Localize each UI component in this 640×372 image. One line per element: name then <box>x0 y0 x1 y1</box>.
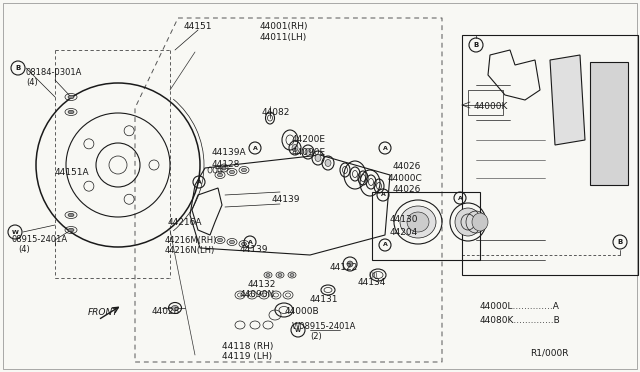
Ellipse shape <box>230 240 234 244</box>
Text: 44216M(RH): 44216M(RH) <box>165 236 218 245</box>
Ellipse shape <box>278 273 282 276</box>
Ellipse shape <box>241 168 246 172</box>
Text: W08915-2401A: W08915-2401A <box>292 322 356 331</box>
Text: B: B <box>474 42 479 48</box>
Text: 44216N(LH): 44216N(LH) <box>165 246 215 255</box>
Text: (2): (2) <box>310 332 322 341</box>
Text: 08915-2401A: 08915-2401A <box>12 235 68 244</box>
Ellipse shape <box>68 213 74 217</box>
Polygon shape <box>590 62 628 185</box>
Text: 44090N: 44090N <box>240 290 275 299</box>
Ellipse shape <box>407 212 429 232</box>
Ellipse shape <box>218 238 223 242</box>
Ellipse shape <box>218 173 223 177</box>
Text: 44090E: 44090E <box>292 148 326 157</box>
Text: 44001(RH): 44001(RH) <box>260 22 308 31</box>
Ellipse shape <box>472 213 488 231</box>
Text: 44139: 44139 <box>240 245 269 254</box>
Bar <box>462 35 638 275</box>
Text: 44011(LH): 44011(LH) <box>260 33 307 42</box>
Text: 44130: 44130 <box>390 215 419 224</box>
Text: A: A <box>253 145 257 151</box>
Text: 44000B: 44000B <box>285 307 319 316</box>
Ellipse shape <box>68 95 74 99</box>
Text: (4): (4) <box>26 78 38 87</box>
Text: (4): (4) <box>18 245 29 254</box>
Text: A: A <box>381 192 385 198</box>
Ellipse shape <box>290 273 294 276</box>
Ellipse shape <box>400 206 436 238</box>
Text: 44132: 44132 <box>248 280 276 289</box>
Text: A: A <box>383 145 387 151</box>
Text: 44151: 44151 <box>184 22 212 31</box>
Text: A: A <box>383 243 387 247</box>
Polygon shape <box>550 55 585 145</box>
Text: 44026: 44026 <box>393 162 421 171</box>
Text: 44028: 44028 <box>152 307 180 316</box>
Text: 44216A: 44216A <box>168 218 202 227</box>
Ellipse shape <box>222 166 226 170</box>
Text: 44151A: 44151A <box>55 168 90 177</box>
Ellipse shape <box>230 170 234 174</box>
Ellipse shape <box>325 160 331 167</box>
Text: W: W <box>12 230 19 234</box>
Bar <box>468 90 503 115</box>
Ellipse shape <box>68 110 74 114</box>
Text: 44082: 44082 <box>262 108 291 117</box>
Text: 44134: 44134 <box>358 278 387 287</box>
Text: 44128: 44128 <box>212 160 241 169</box>
Bar <box>372 192 480 260</box>
Text: W: W <box>295 327 301 333</box>
Ellipse shape <box>172 305 179 311</box>
Text: A: A <box>196 180 202 185</box>
Ellipse shape <box>68 228 74 232</box>
Ellipse shape <box>305 148 311 155</box>
Circle shape <box>347 261 353 267</box>
Text: A: A <box>248 240 252 244</box>
Text: 44139A: 44139A <box>212 148 246 157</box>
Ellipse shape <box>315 154 321 161</box>
Text: 44118 (RH): 44118 (RH) <box>222 342 273 351</box>
Text: 44000K: 44000K <box>474 102 508 111</box>
Text: 44026: 44026 <box>393 185 421 194</box>
Text: FRONT: FRONT <box>88 308 119 317</box>
Ellipse shape <box>455 208 481 236</box>
Text: 44204: 44204 <box>390 228 419 237</box>
Text: 44131: 44131 <box>310 295 339 304</box>
Text: 44200E: 44200E <box>292 135 326 144</box>
Text: 44000C: 44000C <box>388 174 423 183</box>
Text: 44139: 44139 <box>272 195 301 204</box>
Text: B: B <box>618 239 623 245</box>
Text: 44119 (LH): 44119 (LH) <box>222 352 272 361</box>
Text: 08184-0301A: 08184-0301A <box>26 68 83 77</box>
Text: R1/000R: R1/000R <box>530 348 568 357</box>
Text: B: B <box>15 65 20 71</box>
Text: 44000L..............A: 44000L..............A <box>480 302 560 311</box>
Ellipse shape <box>266 273 270 276</box>
Text: A: A <box>458 196 463 201</box>
Text: 44122: 44122 <box>330 263 358 272</box>
Text: 44080K..............B: 44080K..............B <box>480 316 561 325</box>
Ellipse shape <box>292 144 298 151</box>
Ellipse shape <box>241 242 246 246</box>
